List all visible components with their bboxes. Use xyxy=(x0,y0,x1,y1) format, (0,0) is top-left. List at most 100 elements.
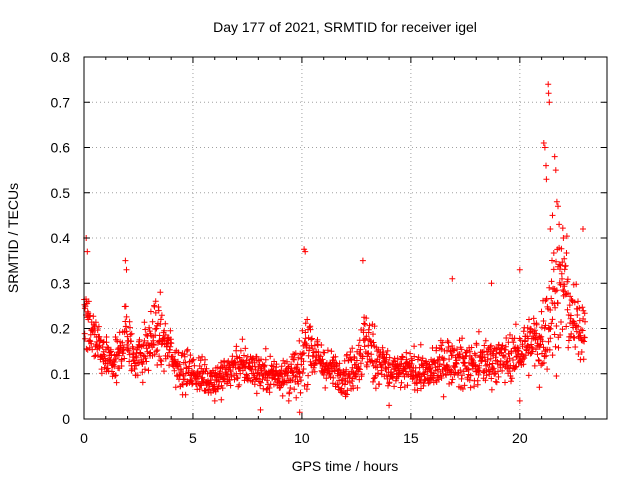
data-point xyxy=(497,358,504,364)
data-point xyxy=(449,376,456,383)
data-point xyxy=(156,353,163,360)
data-point xyxy=(329,368,335,375)
data-point xyxy=(328,348,335,355)
y-tick-label: 0.7 xyxy=(51,94,71,110)
data-point xyxy=(125,345,132,352)
data-point xyxy=(489,360,496,367)
data-point xyxy=(216,378,223,385)
data-point xyxy=(579,327,586,334)
data-point xyxy=(540,318,547,324)
data-point xyxy=(386,379,393,386)
data-point xyxy=(576,305,583,311)
data-point xyxy=(293,394,300,401)
data-point xyxy=(407,350,414,357)
data-point xyxy=(544,366,551,373)
data-point xyxy=(307,358,314,365)
data-point xyxy=(215,383,222,390)
data-point xyxy=(236,381,243,388)
data-point xyxy=(298,361,305,368)
data-point xyxy=(257,382,264,389)
data-point xyxy=(241,352,247,359)
data-point xyxy=(113,379,120,386)
data-point xyxy=(355,365,362,372)
data-point xyxy=(552,167,559,174)
data-point xyxy=(427,366,434,372)
data-point xyxy=(508,378,514,385)
data-point xyxy=(545,81,552,88)
data-point xyxy=(302,248,309,255)
data-point xyxy=(252,376,259,383)
data-point xyxy=(516,397,523,404)
data-point xyxy=(112,372,118,379)
data-point xyxy=(321,349,328,356)
data-point xyxy=(347,356,354,363)
data-point xyxy=(146,324,153,331)
data-point xyxy=(548,320,555,327)
data-point xyxy=(467,348,473,355)
data-point xyxy=(499,342,506,349)
data-point xyxy=(408,361,415,367)
data-point xyxy=(171,367,178,374)
data-point xyxy=(147,349,154,356)
data-point xyxy=(558,270,565,277)
data-point xyxy=(394,355,401,362)
data-point xyxy=(143,358,150,365)
data-point xyxy=(493,379,500,386)
data-point xyxy=(180,381,186,388)
data-point xyxy=(211,381,218,388)
data-point xyxy=(363,315,370,322)
data-point xyxy=(579,337,586,344)
data-point xyxy=(472,352,479,359)
data-points xyxy=(81,81,588,416)
data-point xyxy=(85,316,92,323)
data-point xyxy=(287,385,294,391)
data-point xyxy=(157,357,164,364)
data-point xyxy=(284,358,290,365)
data-point xyxy=(93,338,100,345)
data-point xyxy=(543,352,550,359)
data-point xyxy=(86,337,93,344)
data-point xyxy=(122,303,129,310)
data-point xyxy=(362,321,368,328)
data-point xyxy=(360,329,367,336)
data-point xyxy=(266,389,273,396)
data-point xyxy=(295,369,302,376)
data-point xyxy=(449,275,456,282)
data-point xyxy=(488,280,495,287)
data-point xyxy=(104,344,111,351)
data-point xyxy=(302,320,309,327)
data-point xyxy=(481,354,488,361)
data-point xyxy=(342,375,349,382)
data-point xyxy=(429,375,436,382)
data-point xyxy=(139,379,146,386)
data-point xyxy=(302,329,309,336)
data-point xyxy=(441,355,447,362)
data-point xyxy=(297,389,304,396)
data-point xyxy=(358,371,365,378)
data-point xyxy=(332,353,339,360)
data-point xyxy=(414,380,421,387)
data-point xyxy=(538,308,545,315)
data-point xyxy=(492,378,499,385)
data-point xyxy=(291,351,298,358)
data-point xyxy=(482,337,489,344)
x-tick-label: 0 xyxy=(80,430,88,446)
data-point xyxy=(403,349,410,356)
data-point xyxy=(525,342,532,349)
data-point xyxy=(487,355,494,362)
data-point xyxy=(168,340,175,347)
data-point xyxy=(560,235,567,241)
data-point xyxy=(304,316,311,323)
data-point xyxy=(448,379,455,386)
data-point xyxy=(413,379,420,386)
data-point xyxy=(536,357,543,364)
data-point xyxy=(299,369,306,376)
data-point xyxy=(520,328,527,335)
data-point xyxy=(156,337,163,344)
data-point xyxy=(291,386,298,393)
data-point xyxy=(565,344,572,351)
data-point xyxy=(561,255,568,262)
data-point xyxy=(227,382,234,389)
data-point xyxy=(404,382,411,389)
data-point xyxy=(199,353,206,360)
